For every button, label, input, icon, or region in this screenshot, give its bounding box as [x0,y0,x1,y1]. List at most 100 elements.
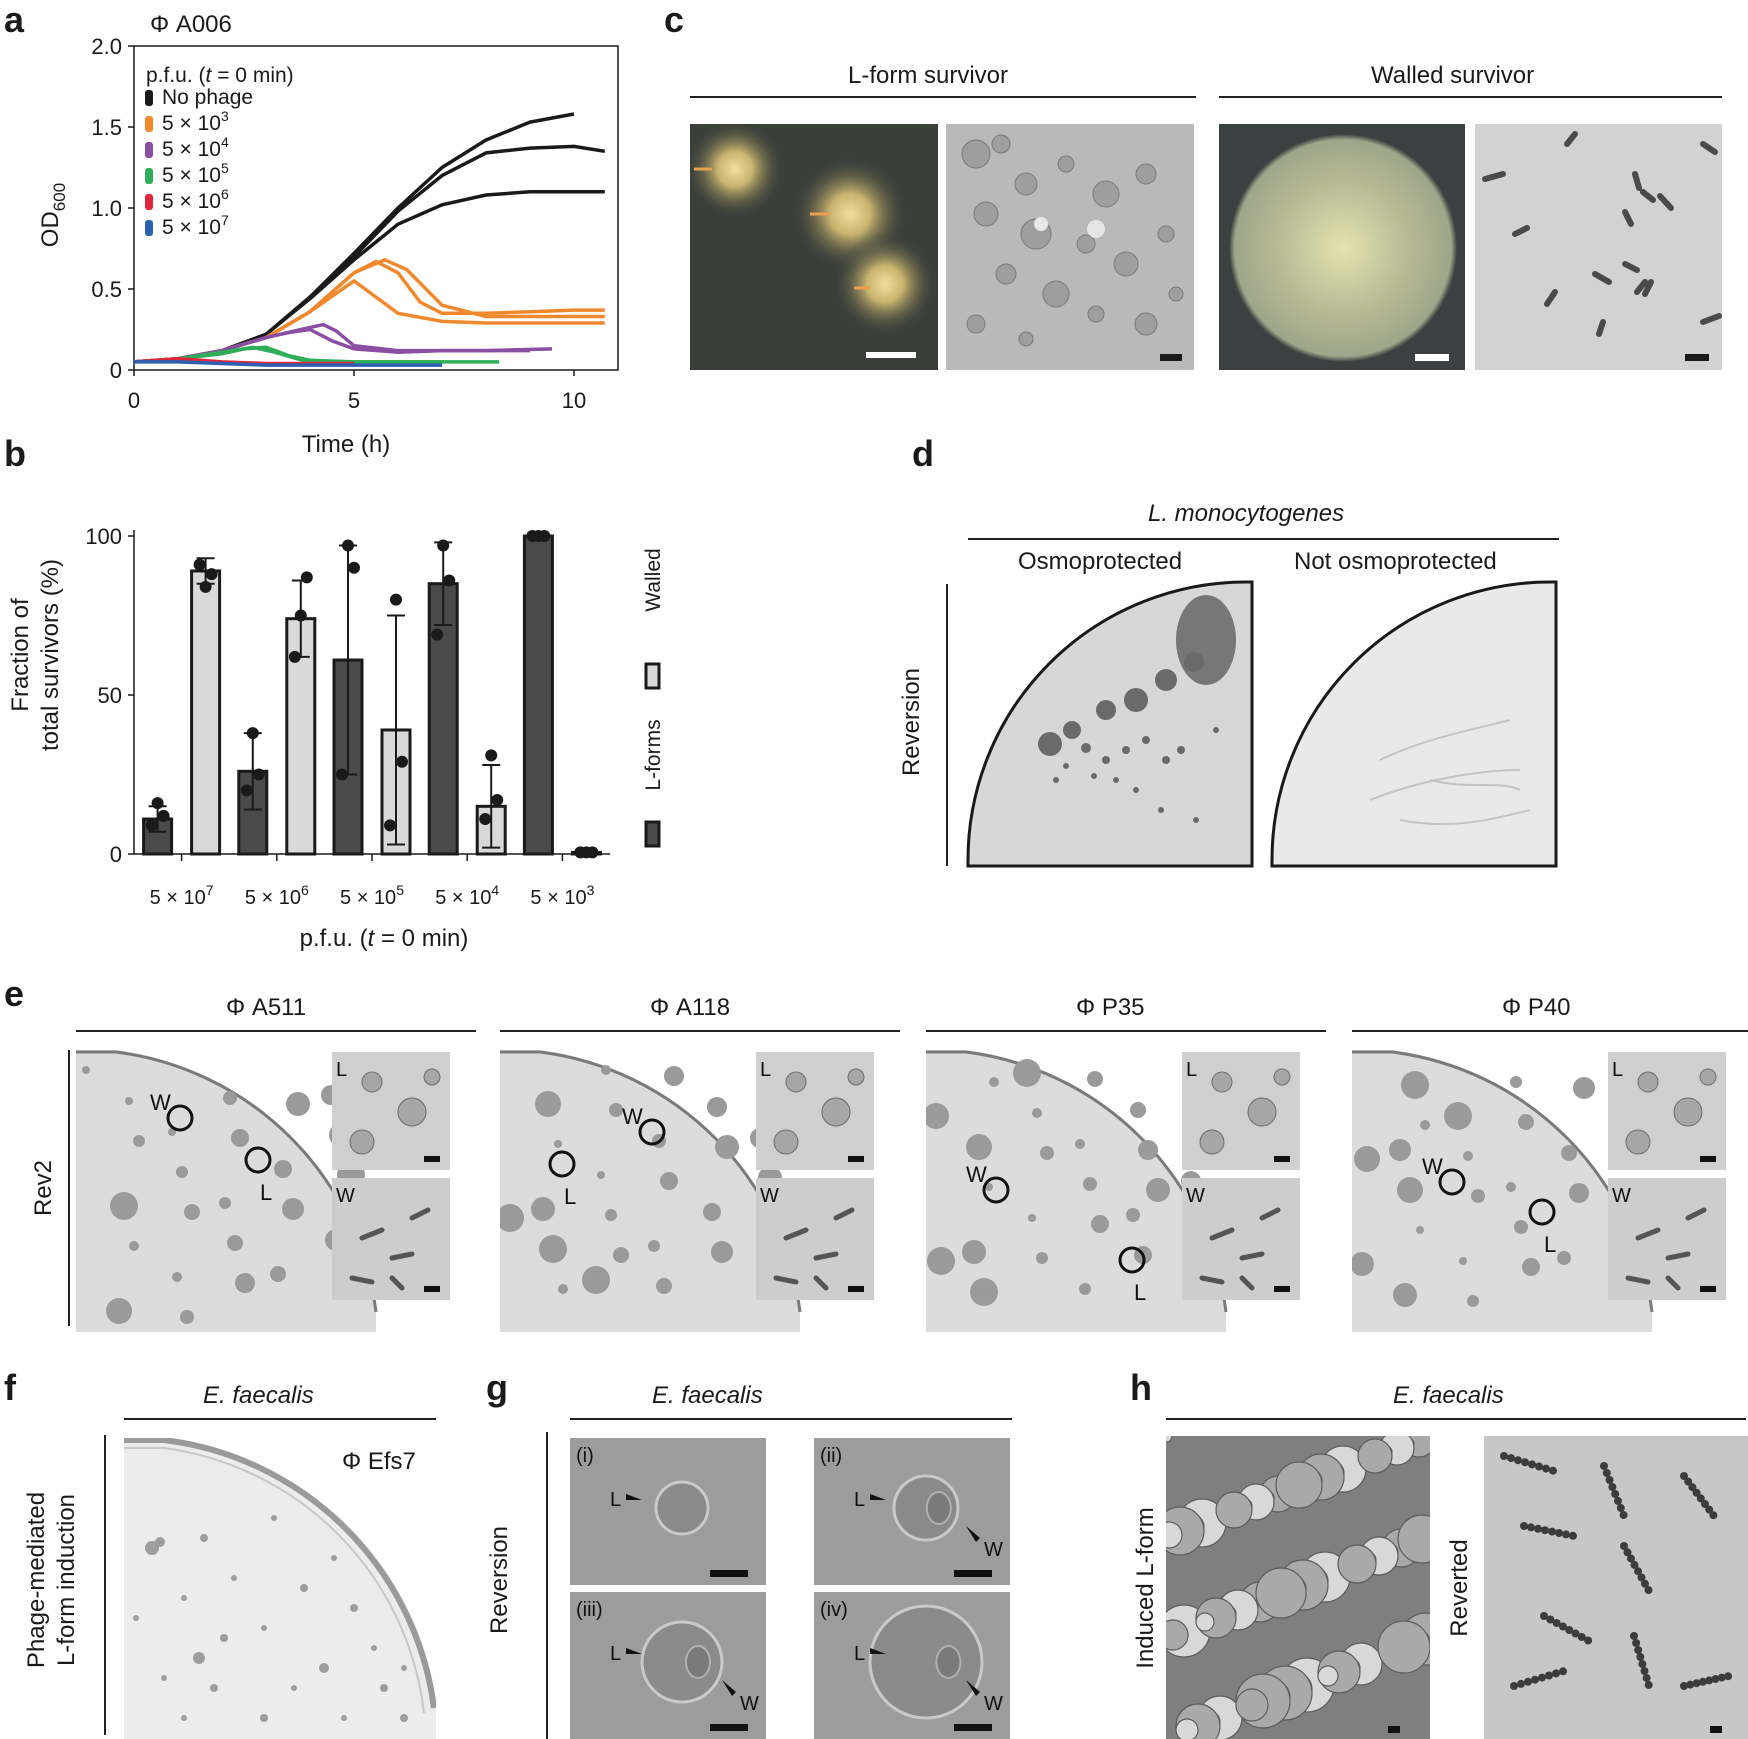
reverted-image [1484,1436,1748,1739]
scale-bar [848,1156,864,1162]
data-point [538,530,551,542]
inset-l-3: L [1182,1052,1300,1170]
l-circle [1528,1198,1556,1226]
coccus [1709,1511,1718,1520]
coccus [1634,1567,1642,1576]
colony [531,1197,555,1221]
colony [966,1134,992,1160]
colony [1138,1140,1158,1160]
lform-cell [349,1129,375,1155]
colony [1463,1151,1473,1161]
colony [1401,1071,1429,1099]
inset-w-1: W [332,1178,450,1300]
coccus [1701,1500,1709,1508]
coccus [1541,1526,1549,1535]
panel-letter-a: a [4,0,25,40]
coccus [1534,1524,1542,1533]
coccus [1520,1522,1528,1530]
coccus [1546,1615,1555,1624]
colony [1389,1139,1411,1161]
data-point [431,628,444,641]
w-label: W [966,1162,987,1187]
panel-b-x-label: p.f.u. (t = 0 min) [300,925,469,952]
coccus [1705,1676,1714,1685]
scale-bar [424,1156,440,1162]
sem-image-2: (ii) L W [814,1438,1010,1585]
panel-a-series [133,112,606,367]
scale-bar [710,1570,748,1577]
data-point [300,571,313,584]
panel-a-line-chart: 0 0.5 1.0 1.5 2.0 0 5 10 Φ A006 p.f.u. (t = 0 m… [37,11,619,458]
l-label: L [1134,1280,1146,1305]
coccus [1528,1460,1536,1469]
colony [1079,1283,1091,1295]
colony [609,1103,623,1117]
lform-cell [821,1097,851,1127]
inset-tag: L [1612,1059,1623,1081]
l-form-body [640,1620,724,1704]
x-tick-label: 5 × 106 [245,882,309,909]
colony [656,1278,672,1294]
colony [1126,1208,1140,1222]
lform-cell [1273,1068,1291,1086]
coccus [1565,1626,1574,1634]
walled-cell [935,1645,962,1679]
coccus [1698,1677,1707,1686]
l-arrow [626,1648,642,1654]
svg-text:OD600: OD600 [37,183,69,247]
colony [535,1091,561,1117]
coccus [1620,1542,1628,1550]
coccus [1638,1660,1647,1668]
colony [270,1266,286,1282]
plate-osmoprotected [966,580,1254,868]
y-tick-label: 100 [85,524,122,549]
colony [1444,1102,1472,1130]
scale-bar [1685,354,1709,361]
panel-c-walled-title: Walled survivor [1371,62,1535,89]
colony [1557,1251,1571,1265]
lform-vesicle [1357,1438,1393,1474]
coccus [1521,1458,1529,1467]
scale-bar [1700,1156,1716,1162]
colony [613,1247,629,1263]
walled-cell [685,1645,711,1679]
panel-f-species: E. faecalis [203,1382,314,1409]
scale-bar [848,1286,864,1292]
lform-vesicle [1377,1620,1430,1674]
l-label: L [260,1180,272,1205]
colony [1510,1076,1522,1088]
panel-e-phage-4: Φ P40 [1502,994,1571,1021]
colony [1514,1220,1528,1234]
sem-image-1: (i) L [570,1438,766,1585]
panel-h-right-label: Reverted [1446,1539,1473,1637]
lform-vesicle [1166,1436,1173,1443]
panel-d-col-osmoprotected: Osmoprotected [1018,548,1183,575]
panel-e-phage-2: Φ A118 [650,994,731,1021]
colony [1561,1145,1577,1161]
colony [227,1235,243,1251]
colony [1087,1071,1103,1087]
w-label: W [1422,1154,1443,1179]
sem-image-3: (iii) L W [570,1592,766,1739]
w-circle [982,1176,1010,1204]
colony [1352,1252,1374,1276]
panel-a-x-label: Time (h) [302,431,390,458]
lform-cell [1247,1097,1277,1127]
sub-label: (iii) [576,1599,603,1621]
w-arrow [722,1680,736,1696]
colony [1518,1114,1534,1130]
colony [500,1204,524,1232]
legend-walled-label: Walled [642,548,665,611]
rod-cell [1625,1275,1651,1285]
inset-tag: L [760,1059,771,1081]
colony [989,1077,999,1087]
colony [715,1135,739,1159]
coccus [1555,1529,1563,1537]
inset-l-4: L [1608,1052,1726,1170]
x-tick-label: 0 [128,388,140,413]
colony [219,1197,231,1209]
coccus [1510,1682,1518,1690]
l-mark: L [854,1489,865,1511]
scale-bar [1274,1156,1290,1162]
rod-cell [813,1251,839,1261]
